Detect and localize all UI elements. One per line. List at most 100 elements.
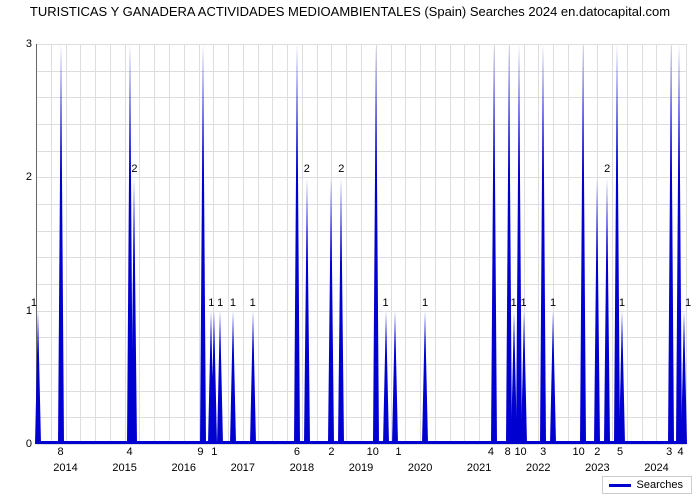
spike [131,178,137,444]
spike-value-label: 4 [126,446,132,458]
spike [328,178,334,444]
grid-v [243,44,244,444]
spike [540,44,546,444]
grid-v [346,44,347,444]
grid-v [154,44,155,444]
grid-v [125,44,126,444]
grid-v [656,44,657,444]
grid-v [169,44,170,444]
grid-v [184,44,185,444]
spike-value-label: 1 [230,297,236,309]
year-label: 2016 [171,462,195,474]
spike [550,311,556,444]
year-label: 2021 [467,462,491,474]
grid-v [258,44,259,444]
spike [250,311,256,444]
spike-value-label: 2 [304,163,310,175]
grid-v [568,44,569,444]
spike [304,178,310,444]
spike [294,44,300,444]
spike-value-label: 1 [619,297,625,309]
grid-v [612,44,613,444]
spike-value-label: 3 [540,446,546,458]
spike-value-label: 1 [550,297,556,309]
spike [373,44,379,444]
grid-v [420,44,421,444]
spike-value-label: 1 [685,297,691,309]
spike-value-label: 10 [367,446,379,458]
spike [422,311,428,444]
spike-value-label: 1 [211,446,217,458]
spike-value-label: 10 [514,446,526,458]
spike [491,44,497,444]
grid-v [95,44,96,444]
spike [35,311,41,444]
year-label: 2019 [349,462,373,474]
grid-v [435,44,436,444]
grid-v [66,44,67,444]
spike-value-label: 4 [488,446,494,458]
grid-v [391,44,392,444]
year-label: 2024 [644,462,668,474]
plot-area: 1211112211111211 [36,44,686,444]
grid-v [642,44,643,444]
ytick-label: 2 [0,171,32,183]
ytick-label: 1 [0,305,32,317]
spike-value-label: 3 [666,446,672,458]
spike-value-label: 2 [338,163,344,175]
grid-v [139,44,140,444]
spike-value-label: 2 [131,163,137,175]
spike-value-label: 6 [294,446,300,458]
grid-v [302,44,303,444]
grid-v [110,44,111,444]
spike [580,44,586,444]
year-label: 2014 [53,462,77,474]
spike-value-label: 1 [208,297,214,309]
year-label: 2018 [290,462,314,474]
grid-v [538,44,539,444]
spike-value-label: 1 [520,297,526,309]
year-label: 2020 [408,462,432,474]
spike-value-label: 8 [505,446,511,458]
spike-value-label: 4 [678,446,684,458]
spike [521,311,527,444]
spike-value-label: 1 [250,297,256,309]
spike [230,311,236,444]
spike-value-label: 9 [197,446,203,458]
legend-label: Searches [637,479,683,491]
ytick-label: 3 [0,38,32,50]
grid-v [287,44,288,444]
spike-value-label: 8 [58,446,64,458]
spike-value-label: 1 [383,297,389,309]
year-label: 2015 [112,462,136,474]
grid-v [450,44,451,444]
grid-v [199,44,200,444]
spike [58,44,64,444]
spike-value-label: 2 [594,446,600,458]
grid-v [405,44,406,444]
grid-v [51,44,52,444]
spike [594,178,600,444]
searches-chart: TURISTICAS Y GANADERA ACTIVIDADES MEDIOA… [0,0,700,500]
spike [200,44,206,444]
year-label: 2022 [526,462,550,474]
spike [217,311,223,444]
year-label: 2017 [231,462,255,474]
spike [668,44,674,444]
spike [383,311,389,444]
spike-value-label: 5 [617,446,623,458]
spike [604,178,610,444]
grid-h [36,444,686,445]
spike [619,311,625,444]
grid-v [479,44,480,444]
grid-v [80,44,81,444]
spike-value-label: 1 [395,446,401,458]
year-label: 2023 [585,462,609,474]
grid-v [228,44,229,444]
chart-title: TURISTICAS Y GANADERA ACTIVIDADES MEDIOA… [0,4,700,20]
ytick-label: 0 [0,438,32,450]
grid-v [361,44,362,444]
spike-value-label: 2 [328,446,334,458]
grid-v [464,44,465,444]
spike [392,311,398,444]
